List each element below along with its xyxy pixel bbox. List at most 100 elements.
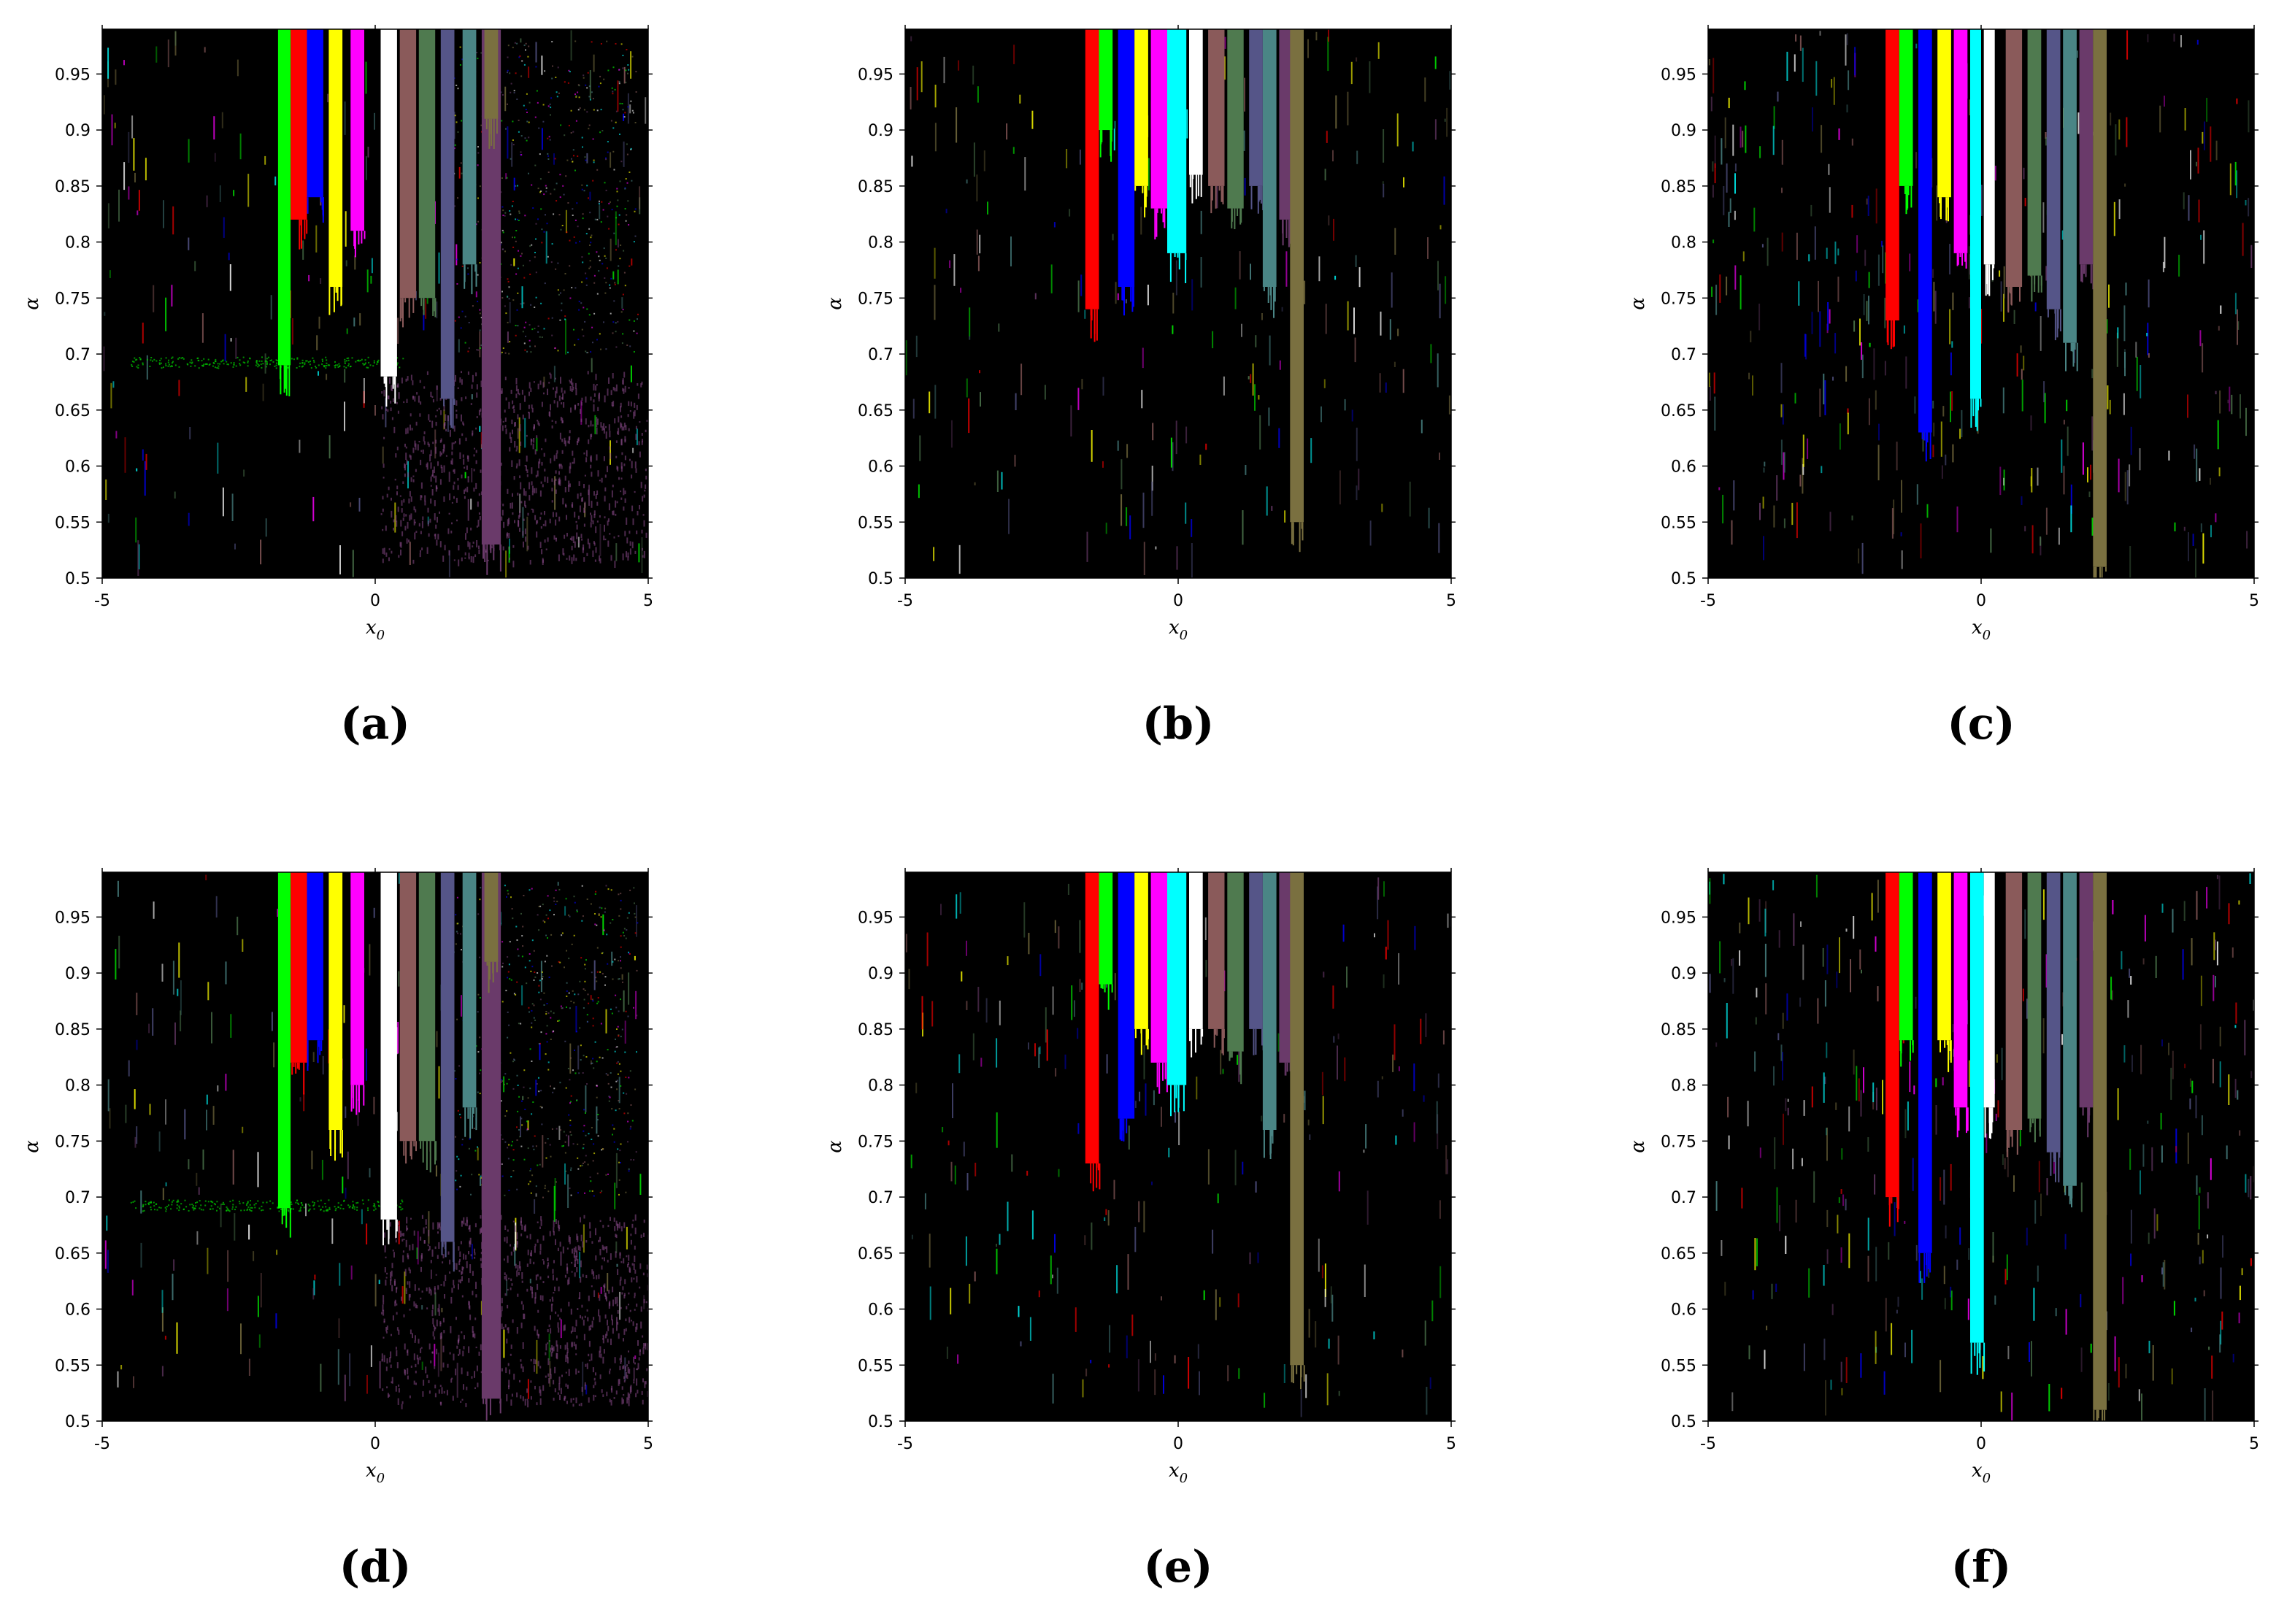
noise-dot	[550, 261, 553, 263]
noise-dot	[581, 281, 583, 283]
noise-dot	[194, 365, 196, 367]
noise-streak	[142, 323, 144, 344]
noise-dot	[513, 409, 515, 414]
noise-dot	[635, 71, 637, 73]
noise-dot	[210, 1200, 212, 1202]
noise-streak	[1932, 445, 1934, 458]
noise-dot	[475, 1282, 477, 1289]
noise-dot	[628, 224, 630, 226]
noise-dot	[462, 454, 464, 458]
noise-dot	[507, 977, 509, 979]
noise-dot	[527, 1250, 529, 1255]
noise-dot	[633, 330, 635, 332]
noise-dot	[504, 1141, 507, 1143]
noise-dot	[443, 1390, 445, 1394]
noise-dot	[526, 139, 528, 142]
noise-dot	[462, 1267, 464, 1269]
noise-dot	[426, 462, 428, 470]
noise-dot	[604, 1292, 606, 1297]
noise-dot	[400, 542, 402, 548]
noise-dot	[621, 452, 623, 455]
noise-dot	[528, 1183, 530, 1185]
noise-streak	[455, 244, 458, 266]
noise-dot	[445, 1274, 447, 1282]
noise-dot	[615, 513, 617, 516]
noise-dot	[568, 914, 570, 916]
noise-dot	[200, 1204, 202, 1207]
noise-streak	[2210, 477, 2211, 485]
noise-dot	[574, 512, 576, 518]
noise-dot	[413, 1353, 415, 1361]
noise-dot	[204, 1200, 207, 1202]
noise-dot	[468, 1346, 470, 1353]
noise-dot	[555, 77, 557, 78]
noise-streak	[1901, 550, 1903, 569]
noise-dot	[385, 1331, 388, 1334]
noise-dot	[506, 1394, 508, 1401]
noise-streak	[2180, 35, 2182, 47]
noise-dot	[544, 70, 546, 72]
band-tail	[1197, 174, 1199, 196]
noise-dot	[418, 1288, 420, 1291]
noise-dot	[564, 1344, 566, 1350]
noise-dot	[539, 1389, 542, 1396]
noise-dot	[518, 212, 520, 214]
noise-streak	[447, 415, 449, 432]
noise-dot	[623, 928, 626, 930]
noise-dot	[474, 447, 475, 450]
noise-dot	[469, 1138, 471, 1140]
noise-dot	[428, 1245, 431, 1250]
band-tail	[1142, 185, 1144, 193]
noise-dot	[431, 420, 434, 428]
noise-streak	[328, 1029, 330, 1063]
noise-dot	[639, 1350, 641, 1356]
noise-dot	[373, 362, 375, 363]
band-tail	[1200, 174, 1202, 197]
noise-dot	[402, 481, 404, 484]
noise-dot	[535, 66, 537, 68]
noise-dot	[523, 326, 526, 328]
noise-streak	[2219, 390, 2221, 414]
noise-streak	[505, 550, 507, 578]
band-tail	[1234, 208, 1236, 229]
noise-streak	[1397, 328, 1399, 336]
noise-streak	[1734, 163, 1737, 172]
noise-streak	[1734, 210, 1736, 220]
noise-streak	[1020, 363, 1023, 396]
noise-dot	[519, 424, 521, 432]
noise-streak	[1934, 290, 1937, 324]
noise-streak	[302, 240, 304, 260]
noise-dot	[274, 365, 276, 367]
noise-dot	[603, 1349, 605, 1354]
noise-dot	[629, 1128, 631, 1130]
basin-band	[1085, 29, 1099, 309]
noise-streak	[1968, 246, 1970, 280]
noise-dot	[447, 1251, 450, 1255]
noise-streak	[365, 61, 367, 94]
noise-dot	[368, 361, 370, 363]
noise-dot	[480, 1227, 483, 1233]
noise-dot	[515, 240, 517, 242]
noise-dot	[579, 1246, 581, 1251]
plot-background	[102, 872, 648, 1421]
noise-streak	[2034, 302, 2037, 312]
noise-dot	[413, 1301, 415, 1307]
noise-dot	[551, 243, 553, 245]
noise-dot	[298, 1203, 300, 1205]
noise-dot	[615, 322, 617, 324]
noise-streak	[1827, 302, 1829, 331]
noise-dot	[133, 361, 135, 363]
noise-dot	[508, 1078, 510, 1080]
noise-dot	[607, 1082, 610, 1085]
noise-streak	[1734, 265, 1737, 290]
band-tail	[1274, 287, 1276, 302]
noise-dot	[435, 439, 437, 444]
noise-streak	[312, 496, 315, 522]
noise-dot	[514, 42, 516, 44]
noise-streak	[2118, 119, 2121, 140]
noise-dot	[565, 1371, 567, 1374]
noise-dot	[353, 1205, 355, 1207]
noise-dot	[434, 1366, 436, 1369]
noise-dot	[420, 495, 422, 501]
noise-dot	[582, 213, 584, 215]
